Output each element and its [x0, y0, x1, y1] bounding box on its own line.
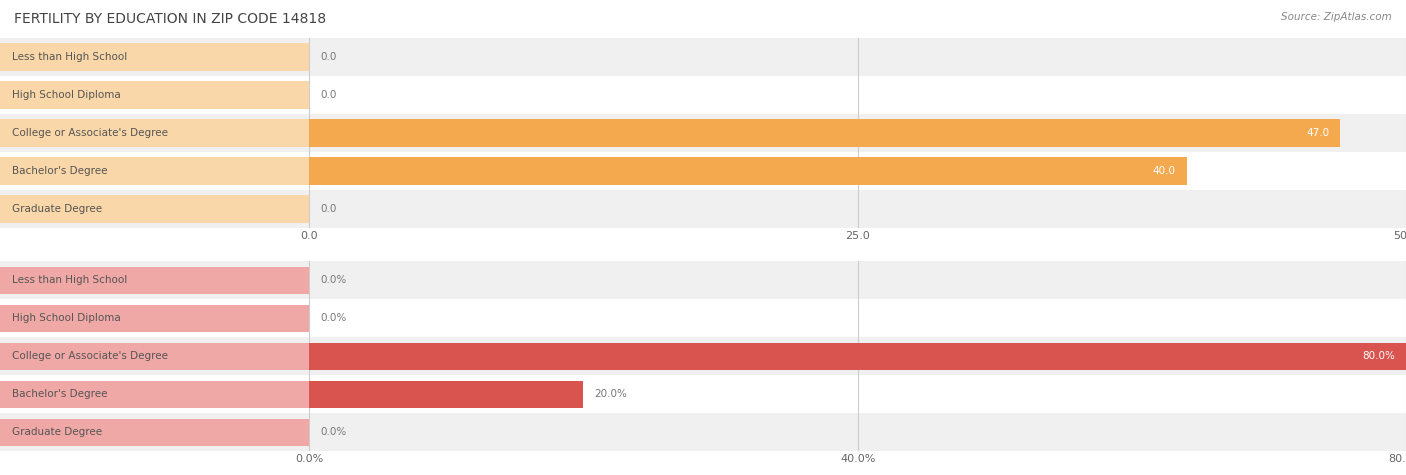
Bar: [0, 337, 1406, 375]
Bar: [0, 304, 309, 332]
Text: College or Associate's Degree: College or Associate's Degree: [13, 351, 169, 361]
Text: Graduate Degree: Graduate Degree: [13, 204, 103, 214]
Bar: [0, 190, 1406, 228]
Text: Less than High School: Less than High School: [13, 275, 128, 285]
Text: 0.0%: 0.0%: [321, 427, 346, 437]
Text: Less than High School: Less than High School: [13, 52, 128, 62]
Text: FERTILITY BY EDUCATION IN ZIP CODE 14818: FERTILITY BY EDUCATION IN ZIP CODE 14818: [14, 12, 326, 26]
Text: 47.0: 47.0: [1306, 128, 1329, 138]
Bar: [0, 38, 1406, 76]
Text: Source: ZipAtlas.com: Source: ZipAtlas.com: [1281, 12, 1392, 22]
Text: 0.0: 0.0: [321, 204, 336, 214]
Bar: [0, 299, 1406, 337]
Text: 0.0: 0.0: [321, 90, 336, 100]
Text: College or Associate's Degree: College or Associate's Degree: [13, 128, 169, 138]
Text: 0.0: 0.0: [321, 52, 336, 62]
Bar: [0, 76, 1406, 114]
Bar: [309, 157, 1187, 185]
Text: Bachelor's Degree: Bachelor's Degree: [13, 389, 108, 399]
Text: Bachelor's Degree: Bachelor's Degree: [13, 166, 108, 176]
Bar: [0, 380, 309, 408]
Bar: [309, 380, 583, 408]
Bar: [0, 342, 309, 370]
Text: 20.0%: 20.0%: [595, 389, 627, 399]
Bar: [0, 152, 1406, 190]
Bar: [0, 43, 309, 71]
Bar: [0, 114, 1406, 152]
Bar: [0, 375, 1406, 413]
Bar: [309, 342, 1406, 370]
Bar: [0, 119, 309, 147]
Text: High School Diploma: High School Diploma: [13, 313, 121, 323]
Bar: [0, 413, 1406, 451]
Text: 40.0: 40.0: [1153, 166, 1175, 176]
Text: 0.0%: 0.0%: [321, 313, 346, 323]
Bar: [0, 418, 309, 446]
Text: Graduate Degree: Graduate Degree: [13, 427, 103, 437]
Bar: [0, 261, 1406, 299]
Text: 0.0%: 0.0%: [321, 275, 346, 285]
Bar: [0, 81, 309, 109]
Text: High School Diploma: High School Diploma: [13, 90, 121, 100]
Bar: [0, 266, 309, 294]
Text: 80.0%: 80.0%: [1362, 351, 1395, 361]
Bar: [309, 119, 1340, 147]
Bar: [0, 195, 309, 223]
Bar: [0, 157, 309, 185]
